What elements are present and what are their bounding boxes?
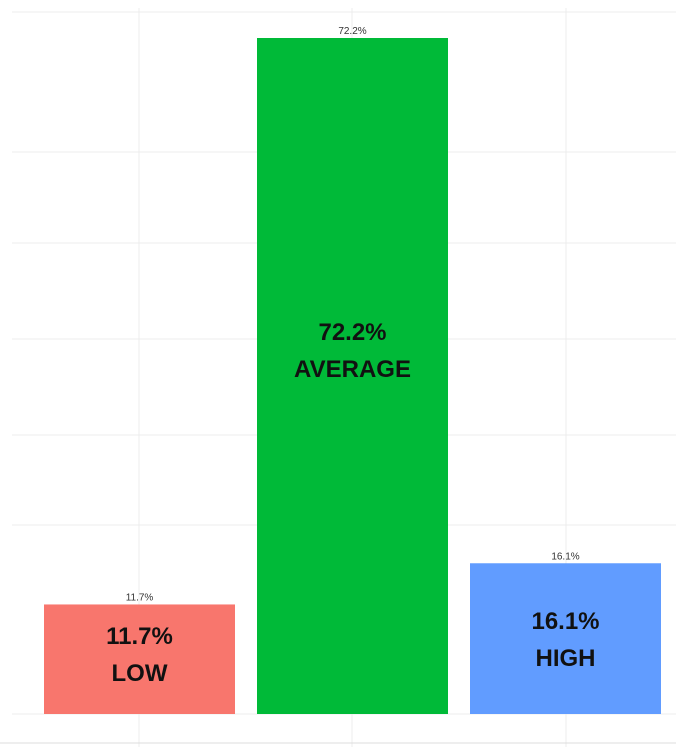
bar-inner-value-label: 16.1% <box>531 608 599 635</box>
bar-average <box>257 38 448 714</box>
bar-high <box>470 563 661 714</box>
bar-inner-value-label: 72.2% <box>318 319 386 346</box>
bar-labels: 11.7% 11.7% LOW 72.2% 72.2% AVERAGE 16.1% 16.1%… <box>106 26 599 687</box>
bar-top-value-label: 72.2% <box>338 26 366 37</box>
bar-inner-category-label: HIGH <box>536 645 596 672</box>
bar-top-value-label: 11.7% <box>126 592 154 603</box>
bar-inner-value-label: 11.7% <box>106 623 173 650</box>
bar-low <box>44 604 235 714</box>
bar-inner-category-label: AVERAGE <box>294 356 411 383</box>
bars <box>44 38 661 714</box>
bar-inner-category-label: LOW <box>112 660 168 687</box>
bar-top-value-label: 16.1% <box>551 551 579 562</box>
